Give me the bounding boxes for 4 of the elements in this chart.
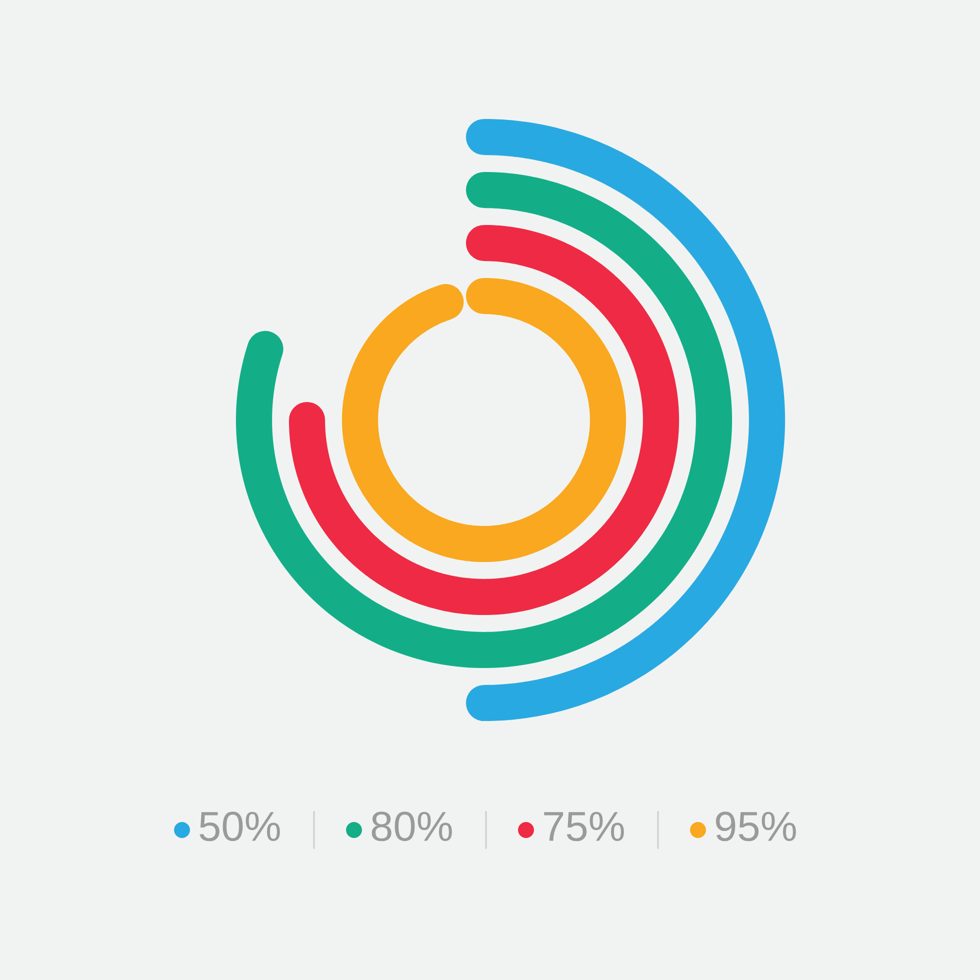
data-label: 95% <box>716 812 796 842</box>
data-label: 75% <box>544 812 624 842</box>
data-label: 80% <box>372 812 452 842</box>
data-label: 50% <box>200 812 280 842</box>
